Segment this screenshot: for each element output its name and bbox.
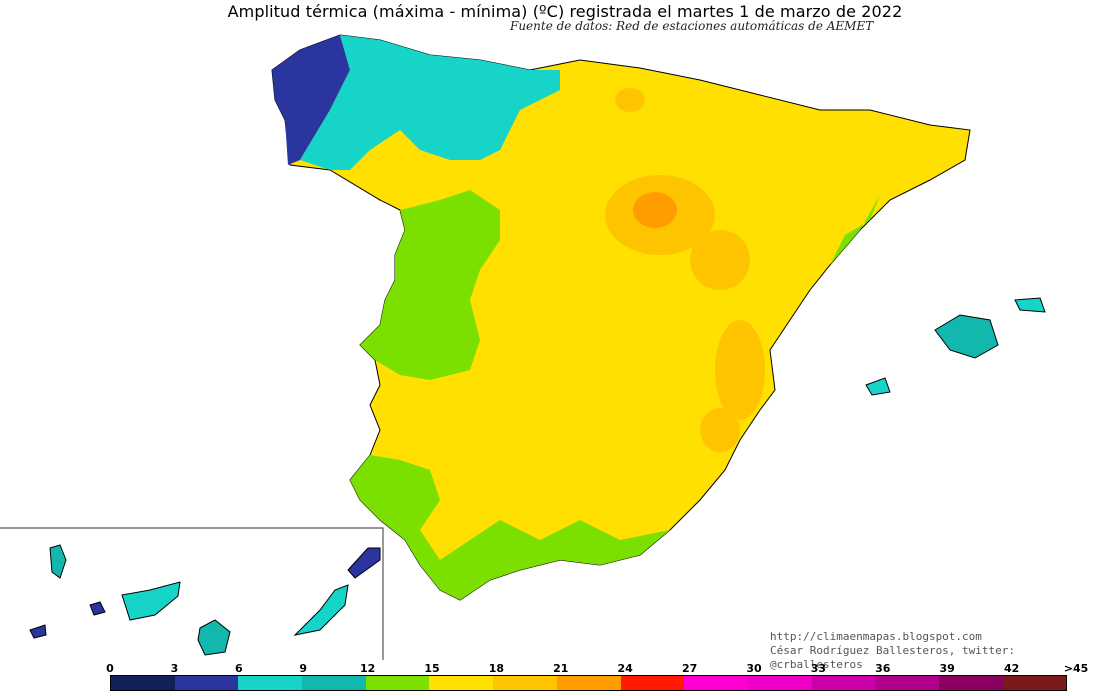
la-palma (49, 544, 67, 579)
legend-swatch (429, 676, 494, 690)
legend-tick-label: 0 (106, 662, 114, 675)
legend-tick-label: 21 (553, 662, 569, 675)
map-title: Amplitud térmica (máxima - mínima) (ºC) … (227, 2, 903, 21)
legend-swatch (875, 676, 939, 690)
legend-swatch (1002, 676, 1067, 690)
legend-swatch (302, 676, 366, 690)
legend-swatch (174, 676, 239, 690)
cantabrico-region (300, 35, 560, 170)
legend-tick-label: 9 (299, 662, 308, 675)
west-green-region (360, 190, 500, 380)
fuerteventura (293, 584, 349, 636)
legend-tick-label: 30 (746, 662, 762, 675)
gran-canaria (197, 619, 231, 656)
legend-swatch (938, 676, 1003, 690)
legend-swatch (556, 676, 621, 690)
tenerife (121, 581, 181, 621)
menorca (1014, 297, 1046, 313)
legend-swatch (365, 676, 430, 690)
legend-swatch (620, 676, 685, 690)
east-coast-green (830, 195, 880, 265)
canarias-frame (0, 527, 384, 660)
hot-zone-iberico-core (633, 192, 677, 228)
legend-swatch (811, 676, 876, 690)
lanzarote (347, 547, 381, 579)
legend-tick-label: 42 (1003, 662, 1020, 675)
galicia-region (272, 35, 350, 165)
legend-tick-label: 6 (234, 662, 243, 675)
credits: http://climaenmapas.blogspot.com César R… (770, 630, 1098, 672)
el-hierro (29, 624, 47, 639)
south-green-region (350, 455, 670, 600)
legend-tick-label: >45 (1063, 662, 1089, 675)
legend-swatch (493, 676, 557, 690)
legend-swatch (238, 676, 303, 690)
legend-swatch (111, 676, 175, 690)
legend-tick-label: 3 (170, 662, 179, 675)
legend-tick-label: 18 (488, 662, 505, 675)
credits-author: César Rodríguez Ballesteros, twitter: @c… (770, 644, 1016, 671)
ibiza (865, 377, 891, 396)
hot-zone-teruel (690, 230, 750, 290)
legend-tick-label: 12 (359, 662, 376, 675)
legend-tick-label: 36 (875, 662, 891, 675)
legend-tick-label: 27 (681, 662, 698, 675)
map-subtitle: Fuente de datos: Red de estaciones autom… (510, 19, 874, 33)
legend-swatch (747, 676, 812, 690)
legend-color-bar (110, 675, 1068, 691)
legend-tick-label: 24 (617, 662, 633, 675)
hot-zone-murcia (700, 408, 740, 452)
legend-tick-label: 33 (810, 662, 827, 675)
la-gomera (89, 601, 106, 616)
legend-tick-label: 39 (939, 662, 955, 675)
legend-tick-label: 15 (424, 662, 440, 675)
legend-swatch (684, 676, 748, 690)
hot-zone-ebro (615, 88, 645, 112)
hot-zone-valencia (715, 320, 765, 420)
mallorca (934, 314, 999, 359)
credits-url: http://climaenmapas.blogspot.com (770, 630, 982, 643)
